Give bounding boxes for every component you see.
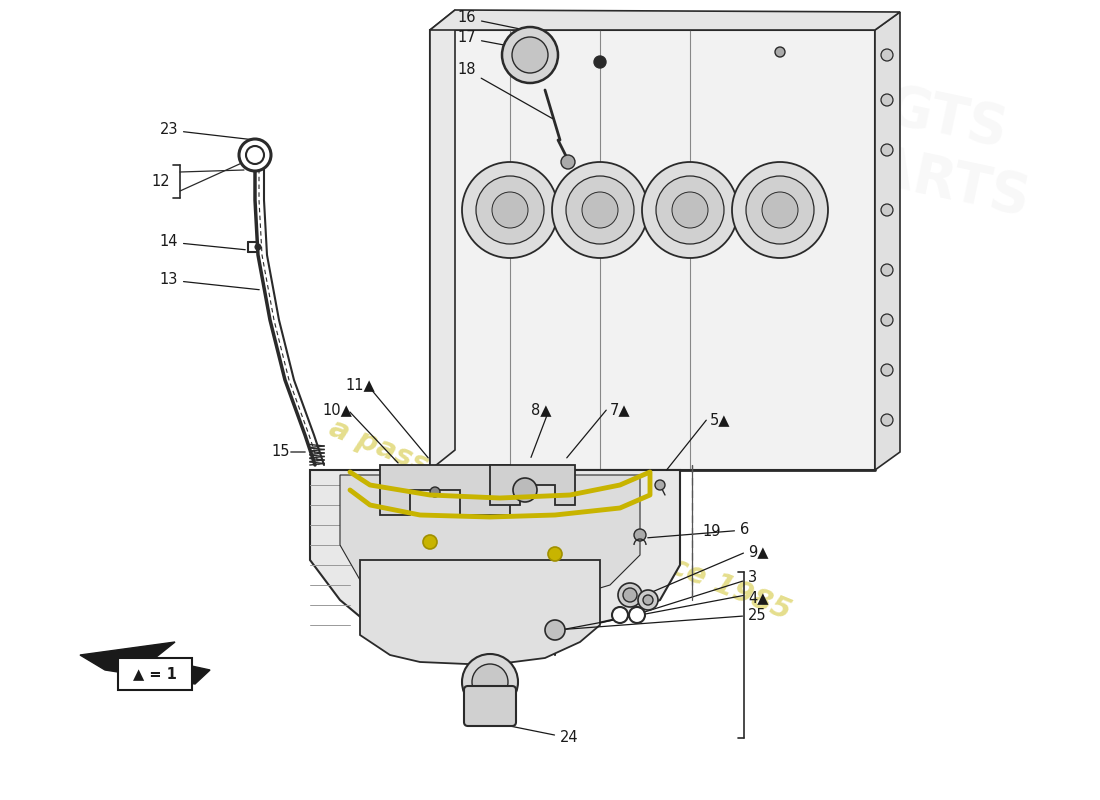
Polygon shape <box>874 12 900 470</box>
Polygon shape <box>430 10 900 30</box>
Circle shape <box>881 364 893 376</box>
Text: 11▲: 11▲ <box>345 378 375 393</box>
Circle shape <box>430 487 440 497</box>
Text: 15: 15 <box>272 445 290 459</box>
Circle shape <box>239 139 271 171</box>
Text: ▲ = 1: ▲ = 1 <box>133 666 177 682</box>
Polygon shape <box>360 560 600 665</box>
Text: 18: 18 <box>458 62 552 118</box>
FancyBboxPatch shape <box>464 686 516 726</box>
Circle shape <box>544 620 565 640</box>
Circle shape <box>623 588 637 602</box>
Circle shape <box>762 192 798 228</box>
Text: 17: 17 <box>458 30 517 47</box>
Text: 13: 13 <box>160 273 260 290</box>
Text: 19: 19 <box>702 525 721 539</box>
Circle shape <box>654 480 666 490</box>
Text: 7▲: 7▲ <box>610 402 630 418</box>
Polygon shape <box>430 30 874 470</box>
Circle shape <box>634 529 646 541</box>
Circle shape <box>881 204 893 216</box>
Text: 14: 14 <box>160 234 245 250</box>
Circle shape <box>612 607 628 623</box>
Circle shape <box>644 595 653 605</box>
Circle shape <box>552 162 648 258</box>
Polygon shape <box>430 10 455 470</box>
Polygon shape <box>490 465 575 505</box>
Polygon shape <box>310 470 680 640</box>
Text: 6: 6 <box>648 522 749 538</box>
Text: 10▲: 10▲ <box>322 402 352 418</box>
Circle shape <box>513 478 537 502</box>
FancyBboxPatch shape <box>118 658 192 690</box>
Circle shape <box>566 176 634 244</box>
Circle shape <box>629 607 645 623</box>
Circle shape <box>548 547 562 561</box>
Circle shape <box>656 176 724 244</box>
Circle shape <box>672 192 708 228</box>
Text: 5▲: 5▲ <box>710 413 730 427</box>
Circle shape <box>502 27 558 83</box>
Circle shape <box>776 47 785 57</box>
Circle shape <box>881 49 893 61</box>
Text: 9▲: 9▲ <box>748 545 769 559</box>
Circle shape <box>561 155 575 169</box>
Circle shape <box>246 146 264 164</box>
Circle shape <box>512 37 548 73</box>
Circle shape <box>881 414 893 426</box>
Text: 8▲: 8▲ <box>531 402 552 418</box>
Circle shape <box>881 264 893 276</box>
Circle shape <box>594 56 606 68</box>
Text: 12: 12 <box>152 174 170 190</box>
Circle shape <box>881 314 893 326</box>
Circle shape <box>642 162 738 258</box>
Text: a passion for parts since 1985: a passion for parts since 1985 <box>324 414 795 626</box>
Circle shape <box>462 654 518 710</box>
Circle shape <box>472 664 508 700</box>
Text: GTS
PARTS: GTS PARTS <box>832 73 1048 227</box>
Circle shape <box>255 244 261 250</box>
Circle shape <box>492 192 528 228</box>
Circle shape <box>746 176 814 244</box>
Circle shape <box>638 590 658 610</box>
Text: 25: 25 <box>559 607 767 630</box>
Circle shape <box>881 144 893 156</box>
Circle shape <box>881 94 893 106</box>
Text: 4▲: 4▲ <box>748 590 769 606</box>
Text: 3: 3 <box>638 570 757 614</box>
Text: 16: 16 <box>458 10 522 30</box>
Polygon shape <box>379 465 510 515</box>
Circle shape <box>732 162 828 258</box>
Circle shape <box>424 535 437 549</box>
Polygon shape <box>80 642 210 684</box>
Circle shape <box>476 176 544 244</box>
Circle shape <box>582 192 618 228</box>
Circle shape <box>618 583 642 607</box>
Text: 24: 24 <box>493 722 579 746</box>
Circle shape <box>462 162 558 258</box>
Polygon shape <box>340 475 640 605</box>
Text: 23: 23 <box>160 122 252 140</box>
